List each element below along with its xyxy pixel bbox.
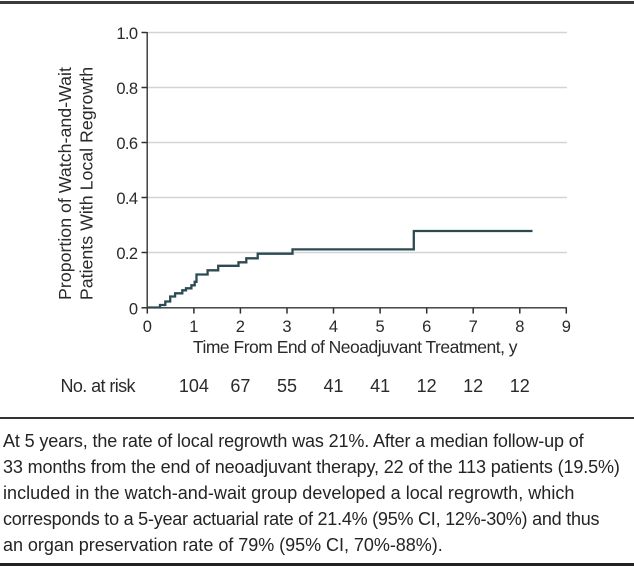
svg-text:12: 12 (510, 376, 530, 396)
svg-text:12: 12 (417, 376, 437, 396)
svg-text:0.6: 0.6 (116, 135, 138, 153)
svg-text:2: 2 (236, 318, 245, 336)
svg-text:No. at risk: No. at risk (61, 376, 137, 396)
svg-text:0: 0 (129, 300, 138, 318)
svg-text:41: 41 (323, 376, 343, 396)
svg-text:0.8: 0.8 (116, 80, 138, 98)
svg-text:67: 67 (230, 376, 250, 396)
svg-text:1.0: 1.0 (116, 25, 138, 43)
svg-text:104: 104 (179, 376, 209, 396)
svg-text:55: 55 (277, 376, 297, 396)
svg-text:4: 4 (329, 318, 338, 336)
svg-text:1: 1 (189, 318, 198, 336)
svg-text:0: 0 (143, 318, 152, 336)
svg-text:3: 3 (282, 318, 291, 336)
svg-text:0.2: 0.2 (116, 245, 138, 263)
svg-text:6: 6 (422, 318, 431, 336)
svg-text:12: 12 (463, 376, 483, 396)
svg-text:41: 41 (370, 376, 390, 396)
svg-text:Proportion of Watch-and-Wait: Proportion of Watch-and-Wait (55, 67, 75, 300)
svg-text:7: 7 (469, 318, 478, 336)
svg-text:5: 5 (376, 318, 385, 336)
svg-text:0.4: 0.4 (116, 190, 138, 208)
svg-text:Time From End of Neoadjuvant T: Time From End of Neoadjuvant Treatment, … (193, 337, 518, 357)
svg-text:9: 9 (562, 318, 571, 336)
svg-text:8: 8 (515, 318, 524, 336)
svg-text:Patients With Local Regrowth: Patients With Local Regrowth (77, 67, 97, 300)
